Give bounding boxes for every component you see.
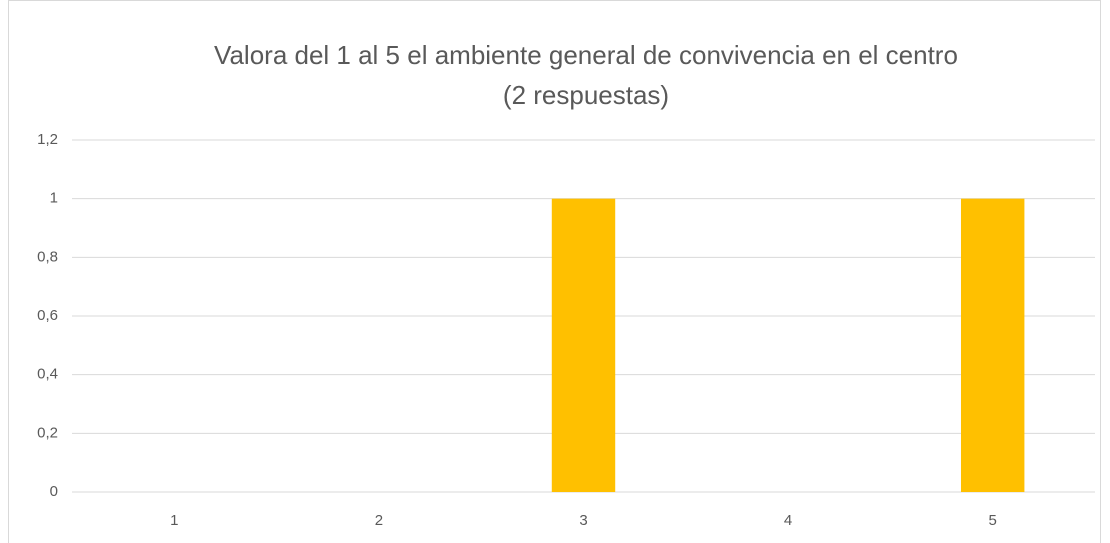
chart-title: Valora del 1 al 5 el ambiente general de… [214, 40, 958, 70]
y-tick-label: 0,8 [37, 248, 58, 265]
x-tick-label: 2 [375, 512, 383, 529]
x-tick-label: 4 [784, 512, 792, 529]
bar [960, 198, 1025, 492]
y-tick-label: 1,2 [37, 131, 58, 148]
bar [551, 198, 616, 492]
x-tick-label: 5 [989, 512, 997, 529]
chart-subtitle: (2 respuestas) [503, 80, 669, 110]
y-tick-label: 1 [50, 190, 58, 207]
y-tick-label: 0,4 [37, 366, 58, 383]
x-tick-label: 1 [170, 512, 178, 529]
y-tick-label: 0,6 [37, 307, 58, 324]
x-tick-label: 3 [579, 512, 587, 529]
y-tick-label: 0,2 [37, 424, 58, 441]
y-tick-label: 0 [50, 483, 58, 500]
